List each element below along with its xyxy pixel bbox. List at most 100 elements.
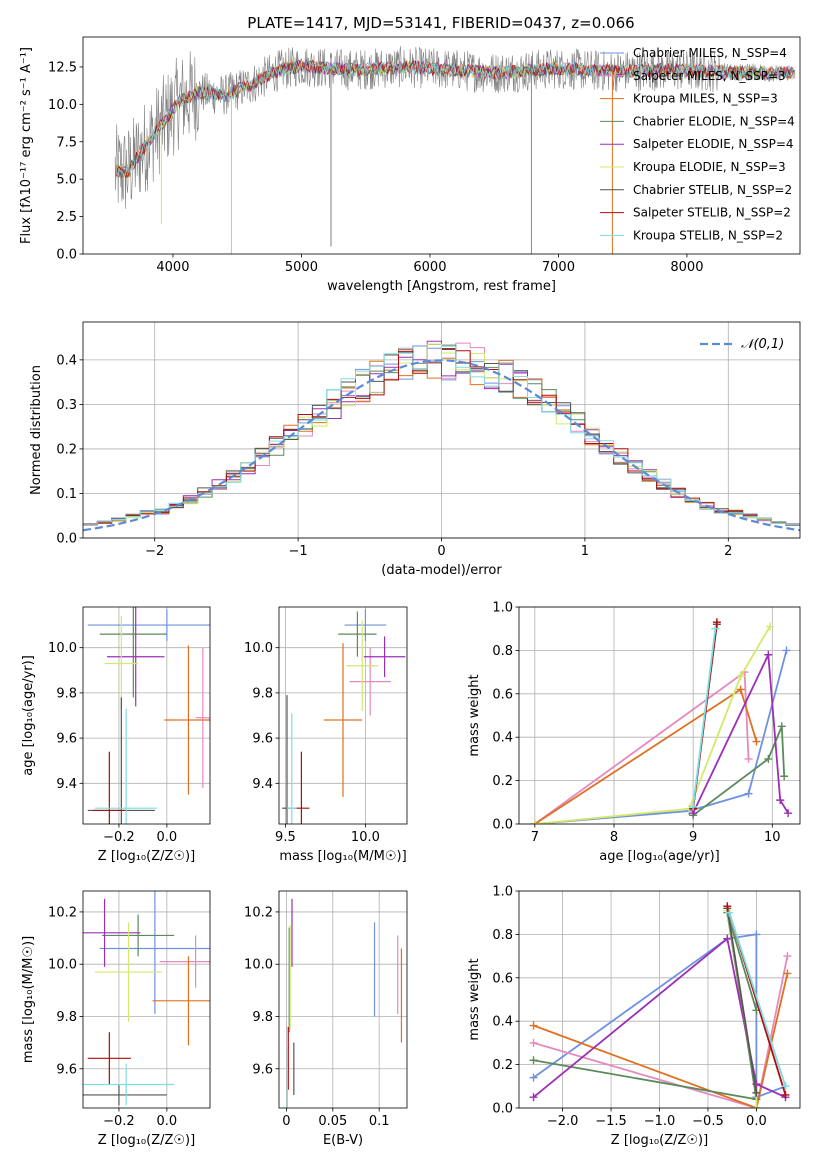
axes-frame xyxy=(518,606,801,825)
x-tick-label: −1.0 xyxy=(644,1114,676,1129)
x-axis-label: Z [log₁₀(Z/Z☉)] xyxy=(98,849,195,864)
weight-marker xyxy=(529,1073,538,1082)
plot-area xyxy=(530,618,793,824)
x-tick-label: 8 xyxy=(610,830,618,845)
weight-series-line xyxy=(533,973,789,1108)
y-tick-label: 0.0 xyxy=(56,248,77,263)
weight-marker xyxy=(723,902,732,911)
x-tick-label: 4000 xyxy=(156,260,189,275)
y-tick-label: 10.0 xyxy=(48,958,77,973)
x-tick-label: −0.5 xyxy=(692,1114,724,1129)
legend-entry: Chabrier ELODIE, N_SSP=4 xyxy=(633,114,795,128)
plot-area xyxy=(286,898,403,1108)
axes-frame xyxy=(278,606,408,825)
y-tick-label: 10.0 xyxy=(48,641,77,656)
y-tick-label: 0.0 xyxy=(492,1102,513,1117)
weight-vs-age-panel: 7 8 9 10 0.0 0.2 0.4 0.6 0.8 1.0 age [log₁₀(age/yr… xyxy=(467,601,801,864)
weight-marker xyxy=(781,1090,790,1099)
x-tick-label: −1.5 xyxy=(595,1114,627,1129)
weight-series-line xyxy=(534,650,788,824)
y-tick-label: 9.8 xyxy=(56,686,77,701)
y-tick-label: 0.4 xyxy=(492,1015,513,1030)
y-axis-label: age [log₁₀(age/yr)] xyxy=(21,655,36,776)
legend-entry: Salpeter ELODIE, N_SSP=4 xyxy=(633,137,794,151)
y-tick-label: 10.0 xyxy=(48,98,77,113)
plot-area xyxy=(83,340,800,532)
y-tick-label: 9.8 xyxy=(252,1010,273,1025)
age-vs-mass-panel: 9.5 10.0 9.4 9.6 9.8 10.0 mass [log₁₀(M/M☉)] xyxy=(244,606,408,864)
y-tick-label: 9.6 xyxy=(252,1062,273,1077)
x-tick-label: 1 xyxy=(581,544,589,559)
weight-series-line xyxy=(692,726,786,817)
y-tick-label: 2.5 xyxy=(56,210,77,225)
model-spectrum-line xyxy=(116,59,796,178)
figure-title: PLATE=1417, MJD=53141, FIBERID=0437, z=0… xyxy=(247,14,634,32)
weight-marker xyxy=(752,1080,761,1089)
histogram-step-line xyxy=(83,348,800,526)
x-tick-label: −0.2 xyxy=(103,1114,135,1129)
y-axis-label: mass weight xyxy=(467,674,482,756)
x-tick-label: 0.1 xyxy=(369,1114,390,1129)
y-tick-label: 1.0 xyxy=(492,601,513,616)
axes-frame xyxy=(82,890,211,1109)
weight-marker xyxy=(723,934,732,943)
x-tick-label: 0 xyxy=(282,1114,290,1129)
y-tick-label: 9.6 xyxy=(56,1062,77,1077)
weight-marker xyxy=(752,1088,761,1097)
weight-marker xyxy=(783,969,792,978)
x-tick-label: 5000 xyxy=(285,260,318,275)
y-tick-label: 7.5 xyxy=(56,135,77,150)
model-spectrum-line xyxy=(116,58,796,177)
axes-frame xyxy=(278,890,408,1109)
x-tick-label: 0.05 xyxy=(318,1114,347,1129)
y-axis-label: Flux [fλ10⁻¹⁷ erg cm⁻² s⁻¹ A⁻¹] xyxy=(19,47,34,244)
x-tick-label: 0.0 xyxy=(157,830,178,845)
x-tick-label: 6000 xyxy=(413,260,446,275)
weight-marker xyxy=(764,650,773,659)
y-tick-label: 0.8 xyxy=(492,928,513,943)
weight-marker xyxy=(689,802,698,811)
y-tick-label: 10.2 xyxy=(244,905,273,920)
y-tick-label: 10.0 xyxy=(244,641,273,656)
x-tick-label: 2 xyxy=(724,544,732,559)
x-tick-label: 7000 xyxy=(542,260,575,275)
x-tick-label: 10.0 xyxy=(351,830,380,845)
x-tick-label: 0.0 xyxy=(746,1114,767,1129)
weight-series-line xyxy=(692,628,717,807)
plot-area xyxy=(529,902,792,1108)
weight-vs-metallicity-panel: −2.0 −1.5 −1.0 −0.5 0.0 0.0 0.2 0.4 0.6 0.8 1.0 Z [… xyxy=(467,885,801,1148)
weight-marker xyxy=(764,754,773,763)
x-tick-label: −1 xyxy=(289,544,308,559)
x-axis-label: Z [log₁₀(Z/Z☉)] xyxy=(98,1133,195,1148)
y-tick-label: 0.2 xyxy=(492,1058,513,1073)
mass-vs-metallicity-panel: −0.2 0.0 9.6 9.8 10.0 10.2 Z [log₁₀(Z/Z☉)] mass… xyxy=(21,890,211,1148)
y-tick-label: 0.2 xyxy=(492,774,513,789)
legend-entry: Kroupa ELODIE, N_SSP=3 xyxy=(633,160,786,174)
x-axis-label: (data-model)/error xyxy=(381,563,502,578)
axes-frame xyxy=(82,36,801,255)
weight-marker xyxy=(529,1093,538,1102)
y-tick-label: 9.6 xyxy=(56,732,77,747)
weight-marker xyxy=(725,908,734,917)
plot-area xyxy=(87,607,210,824)
plot-area xyxy=(83,891,210,1106)
weight-marker xyxy=(530,820,539,824)
weight-marker xyxy=(752,930,761,939)
x-axis-label: wavelength [Angstrom, rest frame] xyxy=(327,279,556,294)
weight-marker xyxy=(780,772,789,781)
x-tick-label: 0 xyxy=(437,544,445,559)
y-tick-label: 12.5 xyxy=(48,60,77,75)
x-tick-label: 10 xyxy=(764,830,781,845)
plot-area xyxy=(282,609,406,824)
y-tick-label: 9.4 xyxy=(56,777,77,792)
weight-marker xyxy=(765,622,774,631)
weight-marker xyxy=(712,618,721,627)
x-axis-label: age [log₁₀(age/yr)] xyxy=(599,849,720,864)
y-tick-label: 0.0 xyxy=(492,818,513,833)
legend-entry: 𝒩(0,1) xyxy=(741,337,784,352)
x-tick-label: 8000 xyxy=(670,260,703,275)
y-tick-label: 0.4 xyxy=(492,731,513,746)
legend-entry: Salpeter STELIB, N_SSP=2 xyxy=(633,206,791,220)
x-tick-label: 0.0 xyxy=(157,1114,178,1129)
